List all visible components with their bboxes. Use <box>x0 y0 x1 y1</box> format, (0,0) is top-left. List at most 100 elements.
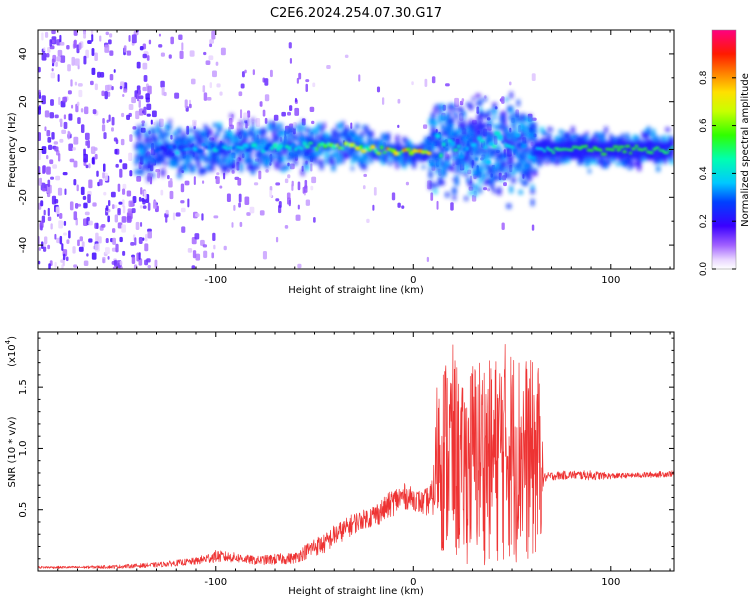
noise-cell <box>503 149 506 153</box>
band-cell <box>499 156 504 160</box>
band-cell <box>134 158 139 163</box>
band-cell <box>345 143 350 151</box>
band-cell <box>658 158 663 164</box>
band-cell <box>312 128 317 133</box>
band-cell <box>409 156 414 163</box>
noise-cell <box>310 185 314 191</box>
noise-cell <box>184 180 190 186</box>
band-cell <box>236 157 241 163</box>
band-cell <box>270 154 274 158</box>
band-cell <box>509 114 514 121</box>
band-cell <box>585 132 589 139</box>
noise-cell <box>350 122 353 129</box>
noise-cell <box>85 164 89 169</box>
band-cell <box>497 187 502 193</box>
band-cell <box>234 141 239 148</box>
band-cell <box>251 133 255 138</box>
noise-cell <box>109 73 114 81</box>
band-cell <box>376 139 381 143</box>
band-cell <box>222 147 227 153</box>
band-cell <box>305 135 310 140</box>
band-cell <box>168 125 172 130</box>
band-cell <box>466 149 471 154</box>
ridge-cell <box>343 141 349 146</box>
band-cell <box>291 132 295 137</box>
band-cell <box>220 157 225 165</box>
band-cell <box>580 137 585 143</box>
band-cell <box>331 165 336 171</box>
band-cell <box>431 117 436 123</box>
noise-cell <box>142 205 147 209</box>
band-cell <box>239 140 243 147</box>
noise-cell <box>262 109 266 117</box>
noise-cell <box>108 114 111 122</box>
noise-cell <box>170 134 173 140</box>
ridge-cell <box>476 136 482 141</box>
ridge-cell <box>543 149 547 153</box>
band-cell <box>137 131 142 138</box>
noise-cell <box>61 129 67 134</box>
band-cell <box>267 121 272 125</box>
band-cell <box>528 149 532 157</box>
band-cell <box>461 132 467 137</box>
band-cell <box>461 111 466 118</box>
band-cell <box>146 142 151 149</box>
band-cell <box>464 196 468 201</box>
ridge-cell <box>160 145 165 150</box>
band-cell <box>256 128 260 135</box>
noise-cell <box>154 259 158 268</box>
ridge-cell <box>273 143 278 148</box>
band-cell <box>291 144 295 150</box>
noise-cell <box>83 148 86 156</box>
ridge-cell <box>163 147 168 153</box>
noise-cell <box>117 183 121 192</box>
noise-cell <box>147 202 151 211</box>
band-cell <box>485 179 490 185</box>
noise-cell <box>115 243 119 253</box>
band-cell <box>241 133 245 140</box>
band-cell <box>476 116 480 121</box>
noise-cell <box>165 213 168 223</box>
band-cell <box>625 133 630 141</box>
noise-cell <box>344 54 349 59</box>
noise-cell <box>119 85 123 90</box>
noise-cell <box>112 266 117 269</box>
ridge-cell <box>314 147 319 151</box>
band-cell <box>315 130 319 136</box>
noise-cell <box>59 118 63 123</box>
y-tick-label: 1.5 <box>18 379 29 395</box>
band-cell <box>656 166 661 172</box>
band-cell <box>298 130 302 136</box>
band-cell <box>206 131 210 138</box>
band-cell <box>476 150 480 155</box>
band-cell <box>435 152 440 158</box>
band-cell <box>206 127 210 134</box>
band-cell <box>531 146 534 151</box>
band-cell <box>622 158 628 164</box>
band-cell <box>139 142 144 148</box>
ridge-cell <box>504 143 508 148</box>
noise-cell <box>78 89 83 98</box>
band-cell <box>253 134 257 142</box>
band-cell <box>317 123 322 128</box>
noise-cell <box>203 92 208 101</box>
band-cell <box>440 180 445 185</box>
snr-y-scale-label: (x10 <box>7 344 18 367</box>
band-cell <box>466 102 471 107</box>
band-cell <box>445 112 449 120</box>
band-cell <box>369 130 374 138</box>
noise-cell <box>111 127 114 132</box>
noise-cell <box>76 184 79 192</box>
band-cell <box>490 149 494 153</box>
band-cell <box>196 136 201 142</box>
noise-cell <box>376 86 381 93</box>
band-cell <box>238 129 244 135</box>
band-cell <box>222 169 227 174</box>
noise-cell <box>243 112 248 121</box>
noise-cell <box>136 93 140 102</box>
band-cell <box>358 141 361 146</box>
noise-cell <box>244 69 247 74</box>
band-cell <box>392 145 398 152</box>
band-cell <box>540 156 544 164</box>
noise-cell <box>202 180 205 184</box>
